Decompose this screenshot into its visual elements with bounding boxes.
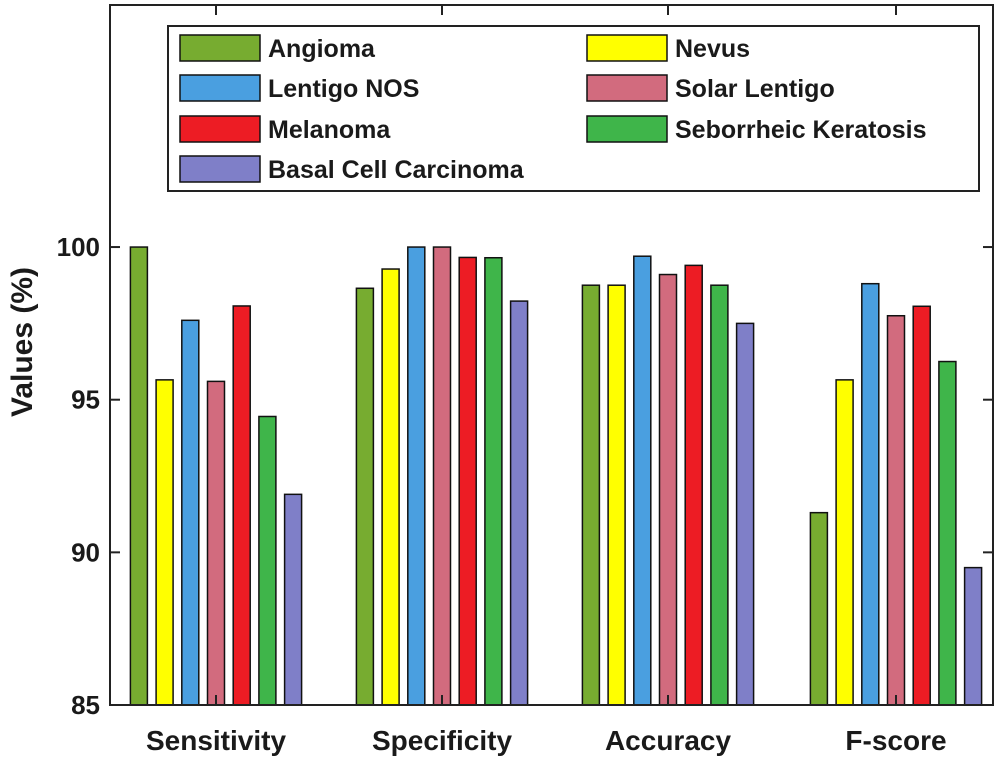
x-tick-label-specificity: Specificity [372, 725, 512, 756]
legend-label: Angioma [268, 35, 376, 63]
legend-label: Seborrheic Keratosis [675, 116, 927, 144]
x-tick-label-sensitivity: Sensitivity [146, 725, 286, 756]
bar-f-score-lentigo-nos [861, 282, 880, 706]
y-tick-label: 85 [71, 690, 100, 720]
bar-accuracy-solar-lentigo [658, 273, 678, 706]
bar-specificity-lentigo-nos [407, 246, 426, 706]
bar-sensitivity-lentigo-nos [181, 319, 200, 706]
legend-box [167, 25, 980, 192]
y-tick-label: 90 [71, 537, 100, 567]
bar-specificity-solar-lentigo [432, 246, 452, 706]
bar-sensitivity-melanoma [232, 305, 251, 706]
x-tick-label-accuracy: Accuracy [605, 725, 732, 756]
legend-swatch [586, 34, 668, 62]
bar-accuracy-seborrheic-keratosis [710, 284, 729, 706]
axes-layer: 85 90 95 100 Sensitivity Specificity Accuracy F… [57, 4, 994, 756]
legend: Angioma Nevus Lentigo NOS Solar Lentigo Mela… [167, 25, 980, 192]
legend-label: Lentigo NOS [268, 75, 419, 103]
legend-label: Nevus [675, 35, 750, 63]
bar-accuracy-melanoma [684, 264, 703, 706]
bar-specificity-melanoma [458, 256, 477, 706]
legend-swatch [179, 74, 261, 102]
legend-swatch [586, 74, 668, 102]
bar-f-score-melanoma [912, 305, 931, 706]
bar-sensitivity-angioma [129, 246, 149, 706]
legend-swatch [179, 34, 261, 62]
bar-specificity-nevus [381, 268, 400, 706]
legend-label: Melanoma [268, 116, 391, 144]
bar-f-score-nevus [835, 379, 854, 706]
plot-frame [109, 4, 994, 706]
y-axis-label: Values (%) [6, 267, 39, 417]
legend-swatch [179, 155, 261, 183]
bar-f-score-angioma [809, 511, 829, 706]
bar-accuracy-angioma [581, 284, 601, 706]
bar-specificity-seborrheic-keratosis [484, 256, 503, 706]
bar-sensitivity-seborrheic-keratosis [258, 415, 277, 706]
bar-specificity-angioma [355, 287, 375, 706]
legend-label: Basal Cell Carcinoma [268, 156, 525, 184]
y-tick-label: 100 [57, 232, 100, 262]
bar-f-score-solar-lentigo [886, 314, 906, 706]
bar-specificity-basal-cell-carcinoma [509, 300, 529, 706]
bar-sensitivity-solar-lentigo [206, 380, 226, 706]
bar-sensitivity-nevus [155, 379, 174, 706]
y-tick-label: 95 [71, 385, 100, 415]
bar-accuracy-basal-cell-carcinoma [735, 322, 755, 706]
x-tick-label-f-score: F-score [845, 725, 946, 756]
bar-accuracy-lentigo-nos [633, 255, 652, 706]
bar-sensitivity-basal-cell-carcinoma [283, 493, 303, 706]
bar-f-score-basal-cell-carcinoma [963, 566, 983, 706]
bars-layer [129, 246, 983, 706]
bar-f-score-seborrheic-keratosis [938, 360, 957, 706]
legend-swatch [586, 115, 668, 143]
legend-swatch [179, 115, 261, 143]
legend-label: Solar Lentigo [675, 75, 835, 103]
bar-accuracy-nevus [607, 284, 626, 706]
